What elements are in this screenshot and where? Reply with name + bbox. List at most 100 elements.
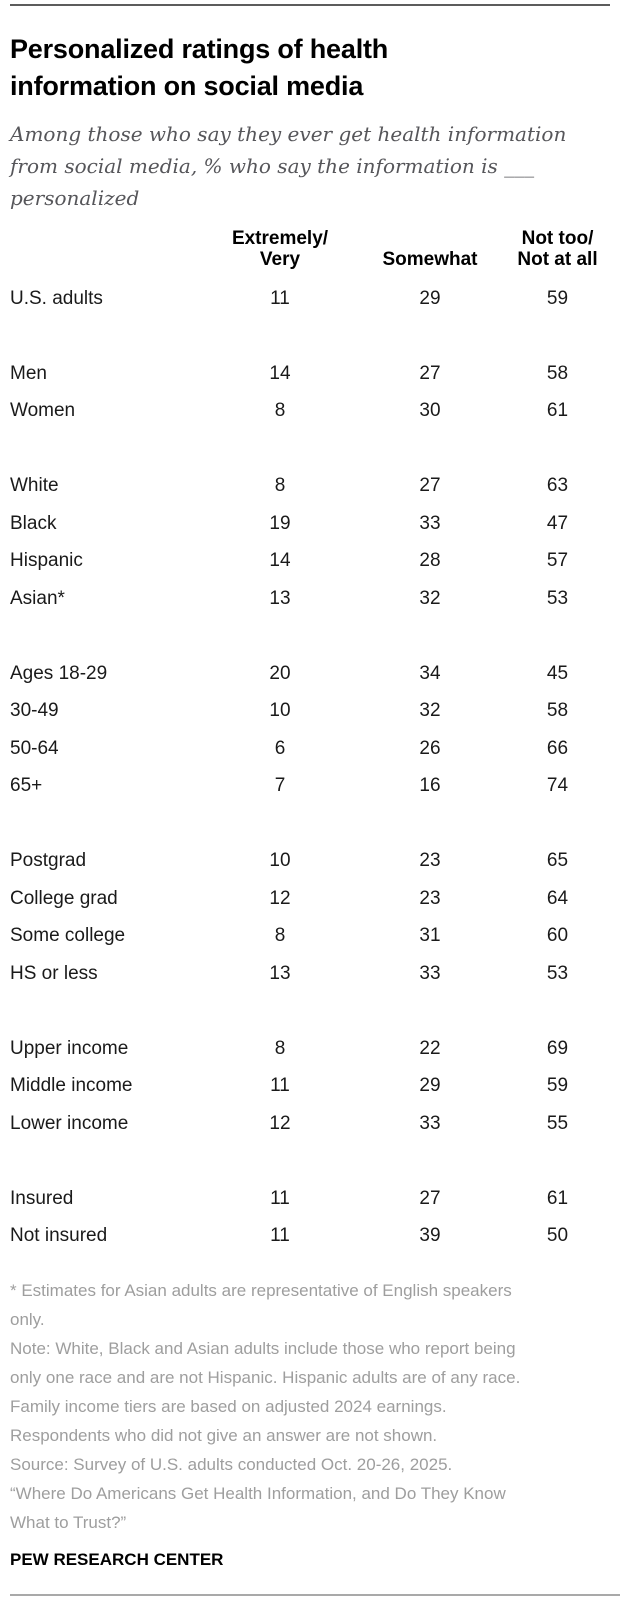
- row-label: Insured: [10, 1187, 74, 1209]
- row-label: 30-49: [10, 700, 59, 722]
- top-divider: [10, 4, 610, 6]
- row-value: 20: [269, 662, 291, 684]
- row-value: 57: [546, 550, 569, 572]
- row-value: 13: [269, 962, 291, 984]
- row-value: 8: [274, 400, 286, 422]
- page-title: Personalized ratings of health informati…: [10, 34, 389, 101]
- row-label: College grad: [10, 887, 118, 909]
- page-subtitle: Among those who say they ever get health…: [10, 122, 567, 210]
- row-label: Asian*: [10, 587, 65, 609]
- row-value: 31: [419, 925, 441, 947]
- row-value: 8: [274, 475, 286, 497]
- row-value: 53: [546, 587, 569, 609]
- row-value: 29: [419, 287, 441, 309]
- row-value: 27: [419, 362, 441, 384]
- row-value: 61: [546, 400, 569, 422]
- row-value: 11: [270, 1075, 290, 1097]
- row-label: 50-64: [10, 737, 59, 759]
- row-value: 58: [546, 362, 569, 384]
- table-row: 30-49 10 32 58: [10, 693, 610, 731]
- row-value: 16: [419, 775, 441, 797]
- row-label: 65+: [10, 775, 43, 797]
- row-label: Ages 18-29: [10, 662, 108, 684]
- table-row: U.S. adults 11 29 59: [10, 280, 610, 318]
- table-row: White 8 27 63: [10, 468, 610, 506]
- row-value: 26: [419, 737, 441, 759]
- row-value: 65: [546, 850, 569, 872]
- bottom-divider: [10, 1594, 620, 1596]
- table-body: U.S. adults 11 29 59 Men 14 27 58 Women …: [10, 270, 610, 1255]
- row-value: 12: [269, 1112, 291, 1134]
- table-row: Black 19 33 47: [10, 505, 610, 543]
- row-label: Hispanic: [10, 550, 83, 572]
- row-label: White: [10, 475, 59, 497]
- footnotes: * Estimates for Asian adults are represe…: [10, 1276, 610, 1537]
- table-row: Not insured 11 39 50: [10, 1218, 610, 1256]
- row-value: 45: [546, 662, 569, 684]
- column-header-somewhat: Somewhat: [382, 249, 478, 270]
- row-group: Insured 11 27 61 Not insured 11 39 50: [10, 1180, 610, 1255]
- footnote-asterisk: * Estimates for Asian adults are represe…: [10, 1281, 512, 1329]
- row-label: Women: [10, 400, 76, 422]
- row-value: 61: [546, 1187, 569, 1209]
- table-row: Men 14 27 58: [10, 355, 610, 393]
- row-value: 59: [546, 1075, 569, 1097]
- row-label: Postgrad: [10, 850, 87, 872]
- row-label: Upper income: [10, 1037, 129, 1059]
- row-value: 29: [419, 1075, 441, 1097]
- row-value: 8: [274, 925, 286, 947]
- row-value: 69: [546, 1037, 569, 1059]
- table-row: Hispanic 14 28 57: [10, 543, 610, 581]
- footnote-report-title: “Where Do Americans Get Health Informati…: [10, 1484, 506, 1532]
- column-header-extremely-very: Extremely/ Very: [231, 228, 329, 270]
- row-value: 27: [419, 1187, 441, 1209]
- row-value: 13: [269, 587, 291, 609]
- row-group: Upper income 8 22 69 Middle income 11 29…: [10, 1030, 610, 1143]
- row-label: Men: [10, 362, 47, 384]
- table-row: Asian* 13 32 53: [10, 580, 610, 618]
- row-group: Ages 18-29 20 34 45 30-49 10 32 58 50-64…: [10, 655, 610, 805]
- row-label: Not insured: [10, 1225, 108, 1247]
- row-value: 23: [419, 887, 441, 909]
- row-label: Black: [10, 512, 57, 534]
- table-row: HS or less 13 33 53: [10, 955, 610, 993]
- row-value: 47: [546, 512, 569, 534]
- table-header-row: Extremely/ Very Somewhat Not too/ Not at…: [10, 224, 610, 270]
- table-row: Women 8 30 61: [10, 393, 610, 431]
- row-value: 33: [419, 512, 441, 534]
- table-row: Postgrad 10 23 65: [10, 843, 610, 881]
- row-group: Postgrad 10 23 65 College grad 12 23 64 …: [10, 843, 610, 993]
- row-value: 30: [419, 400, 441, 422]
- row-label: HS or less: [10, 962, 98, 984]
- row-group: White 8 27 63 Black 19 33 47 Hispanic 14…: [10, 468, 610, 618]
- row-value: 59: [546, 287, 569, 309]
- row-value: 6: [274, 737, 286, 759]
- row-value: 66: [546, 737, 569, 759]
- brand-pew-research-center: PEW RESEARCH CENTER: [10, 1550, 224, 1569]
- row-value: 14: [269, 550, 291, 572]
- row-value: 33: [419, 1112, 441, 1134]
- table-row: Upper income 8 22 69: [10, 1030, 610, 1068]
- row-value: 33: [419, 962, 441, 984]
- row-value: 32: [419, 587, 441, 609]
- row-value: 14: [269, 362, 291, 384]
- row-value: 19: [269, 512, 291, 534]
- row-value: 10: [269, 850, 291, 872]
- row-value: 27: [419, 475, 441, 497]
- row-label: Middle income: [10, 1075, 133, 1097]
- row-group: U.S. adults 11 29 59: [10, 280, 610, 318]
- table-row: Some college 8 31 60: [10, 918, 610, 956]
- row-value: 23: [419, 850, 441, 872]
- row-value: 8: [274, 1037, 286, 1059]
- row-value: 53: [546, 962, 569, 984]
- row-group: Men 14 27 58 Women 8 30 61: [10, 355, 610, 430]
- row-value: 63: [546, 475, 569, 497]
- row-value: 60: [546, 925, 569, 947]
- row-value: 11: [270, 1187, 290, 1209]
- row-value: 10: [269, 700, 291, 722]
- row-value: 58: [546, 700, 569, 722]
- row-value: 74: [546, 775, 569, 797]
- column-header-not-too-not-at-all: Not too/ Not at all: [517, 228, 598, 270]
- row-value: 50: [546, 1225, 569, 1247]
